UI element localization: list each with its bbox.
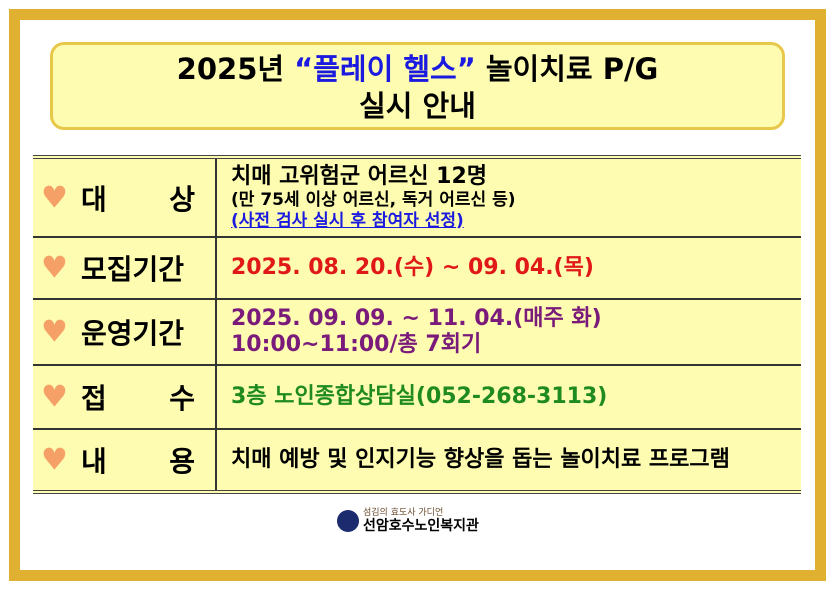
title-line2: 실시 안내 [359,89,476,123]
row-content: 3층 노인종합상담실(052-268-3113) [216,365,801,430]
recruit-period: 2025. 08. 20.(수) ~ 09. 04.(목) [231,255,594,280]
row-label: ♥ 모집기간 [33,237,217,300]
heart-icon: ♥ [41,442,68,478]
row-content: 치매 예방 및 인지기능 향상을 돕는 놀이치료 프로그램 [216,429,801,493]
table-row: ♥ 내 용 치매 예방 및 인지기능 향상을 돕는 놀이치료 프로그램 [33,429,801,493]
heart-icon: ♥ [41,250,68,286]
row-label: ♥ 운영기간 [33,299,217,366]
title-year: 2025년 [176,52,295,86]
table-row: ♥ 운영기간 2025. 09. 09. ~ 11. 04.(매주 화) 10:00… [33,299,801,366]
row-content: 2025. 08. 20.(수) ~ 09. 04.(목) [216,237,801,300]
target-note: (사전 검사 실시 후 참여자 선정) [231,210,464,231]
page-title: 2025년 “플레이 헬스” 놀이치료 P/G 실시 안내 [50,42,785,130]
table-row: ♥ 모집기간 2025. 08. 20.(수) ~ 09. 04.(목) [33,237,801,300]
row-label: ♥ 접 수 [33,365,217,430]
title-program-name: “플레이 헬스” [294,52,476,86]
table-row: ♥ 대 상 치매 고위험군 어르신 12명 (만 75세 이상 어르신, 독거 어르… [33,157,801,238]
program-content: 치매 예방 및 인지기능 향상을 돕는 놀이치료 프로그램 [231,447,730,472]
row-content: 2025. 09. 09. ~ 11. 04.(매주 화) 10:00~11:00… [216,299,801,366]
row-content: 치매 고위험군 어르신 12명 (만 75세 이상 어르신, 독거 어르신 등)… [216,157,801,238]
org-logo: 섬김의 효도사 가디언 선암호수노인복지관 [337,508,479,534]
operation-time: 10:00~11:00/총 7회기 [231,332,482,357]
info-table: ♥ 대 상 치매 고위험군 어르신 12명 (만 75세 이상 어르신, 독거 어르… [33,155,801,494]
heart-icon: ♥ [41,379,68,415]
title-suffix: 놀이치료 P/G [475,52,659,86]
reception-place: 3층 노인종합상담실(052-268-3113) [231,384,608,409]
row-label: ♥ 내 용 [33,429,217,493]
operation-period: 2025. 09. 09. ~ 11. 04.(매주 화) [231,306,602,331]
heart-icon: ♥ [41,314,68,350]
table-row: ♥ 접 수 3층 노인종합상담실(052-268-3113) [33,365,801,430]
page-frame [9,9,826,581]
target-detail: (만 75세 이상 어르신, 독거 어르신 등) [231,189,516,210]
org-name: 선암호수노인복지관 [363,518,479,534]
logo-emblem-icon [337,510,359,532]
heart-icon: ♥ [41,180,68,215]
row-label: ♥ 대 상 [33,157,217,238]
logo-tagline: 섬김의 효도사 가디언 [363,508,444,518]
target-text: 치매 고위험군 어르신 12명 [231,163,487,189]
